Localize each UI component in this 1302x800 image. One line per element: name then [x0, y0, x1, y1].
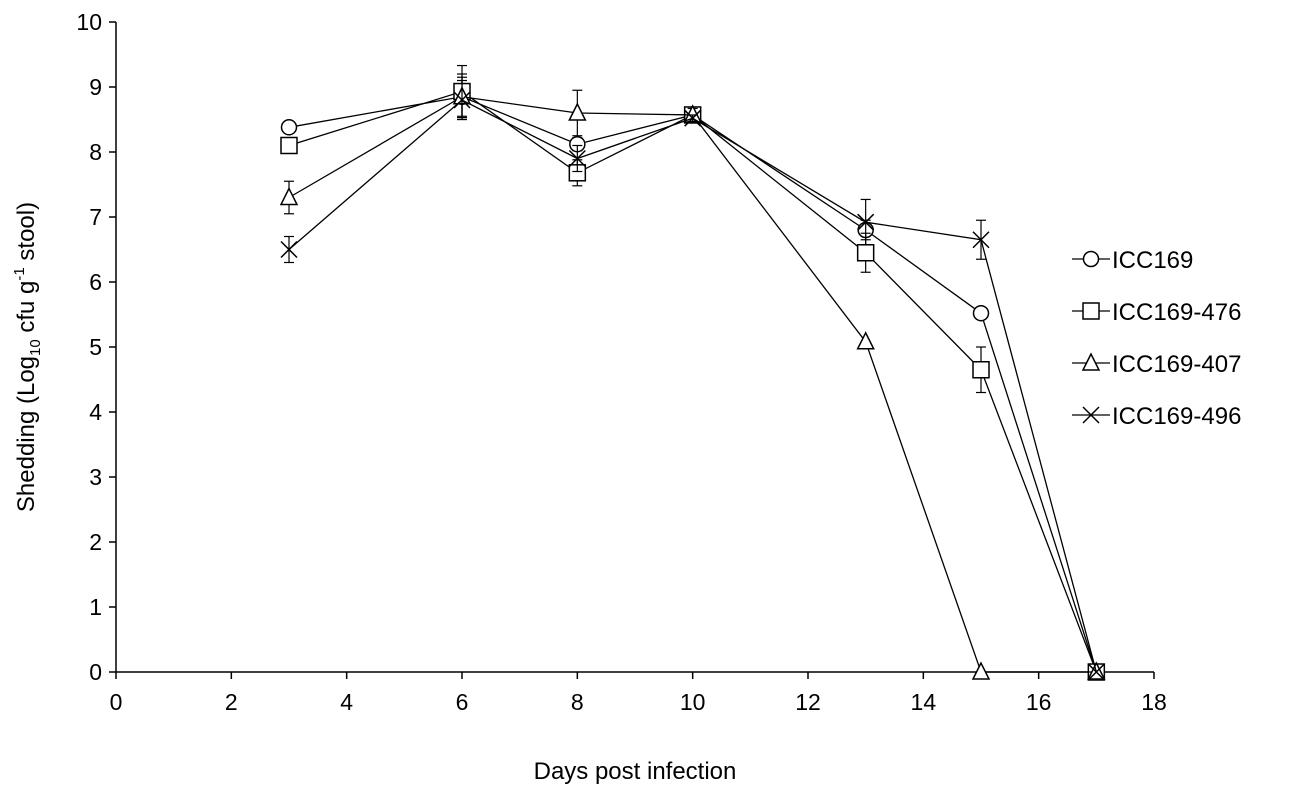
- legend-entry: ICC169-407: [1072, 351, 1241, 378]
- y-axis-title-prefix: Shedding (Log: [13, 356, 40, 512]
- series-line: [288, 99, 1097, 673]
- series-layer: [279, 64, 1106, 681]
- data-point: [684, 109, 702, 127]
- x-tick-label: 6: [456, 689, 469, 715]
- y-axis-title-subscript: 10: [27, 339, 44, 356]
- y-axis-title-superscript: -1: [11, 267, 28, 280]
- legend: ICC169 ICC169-476 ICC169-407 ICC169-496: [1072, 247, 1241, 430]
- y-tick-label: 9: [89, 74, 102, 100]
- series-square: [280, 64, 1106, 681]
- legend-label: ICC169-476: [1112, 299, 1241, 326]
- legend-label: ICC169-407: [1112, 351, 1241, 378]
- data-point: [856, 244, 875, 262]
- y-tick-label: 7: [89, 204, 102, 230]
- x-tick-label: 12: [795, 689, 821, 715]
- y-tick-label: 1: [89, 594, 102, 620]
- data-point: [453, 91, 471, 109]
- x-tick-label: 14: [911, 689, 937, 715]
- legend-marker: [1082, 302, 1100, 320]
- data-point: [857, 213, 875, 231]
- x-tick-label: 16: [1026, 689, 1052, 715]
- x-tick-label: 4: [340, 689, 353, 715]
- x-tick-label: 8: [571, 689, 584, 715]
- y-tick-label: 4: [89, 399, 102, 425]
- x-tick-label: 2: [225, 689, 238, 715]
- data-point: [280, 136, 298, 155]
- x-tick-label: 10: [680, 689, 706, 715]
- y-axis-title-middle: cfu g: [13, 281, 40, 340]
- y-tick-label: 0: [89, 659, 102, 685]
- legend-entry: ICC169-496: [1072, 403, 1241, 430]
- data-point: [971, 661, 991, 680]
- series-line: [288, 90, 1097, 673]
- data-point: [972, 361, 990, 379]
- series-line: [288, 96, 1097, 673]
- data-point: [568, 149, 586, 168]
- data-point: [568, 102, 587, 121]
- legend-entry: ICC169: [1072, 247, 1193, 274]
- x-axis-title: Days post infection: [534, 758, 737, 785]
- data-point: [972, 231, 990, 249]
- y-tick-label: 6: [89, 269, 102, 295]
- series-line: [288, 96, 1097, 673]
- data-point: [279, 186, 299, 206]
- y-axis-title: Shedding (Log10 cfu g-1 stool): [11, 202, 44, 512]
- x-tick-label: 18: [1141, 689, 1167, 715]
- legend-label: ICC169: [1112, 247, 1193, 274]
- data-point: [1087, 663, 1105, 681]
- data-point: [280, 119, 298, 136]
- y-tick-label: 5: [89, 334, 102, 360]
- data-point: [856, 331, 875, 350]
- y-tick-label: 10: [76, 9, 102, 35]
- legend-label: ICC169-496: [1112, 403, 1241, 430]
- legend-marker: [1082, 250, 1100, 268]
- y-tick-label: 3: [89, 464, 102, 490]
- y-tick-label: 8: [89, 139, 102, 165]
- data-point: [972, 304, 990, 322]
- legend-entry: ICC169-476: [1072, 299, 1241, 326]
- data-point: [280, 240, 298, 259]
- y-tick-label: 2: [89, 529, 102, 555]
- legend-marker: [1081, 352, 1101, 371]
- x-tick-label: 0: [110, 689, 123, 715]
- series-x: [280, 79, 1105, 681]
- legend-marker: [1082, 406, 1100, 424]
- y-axis-title-suffix: stool): [13, 202, 40, 267]
